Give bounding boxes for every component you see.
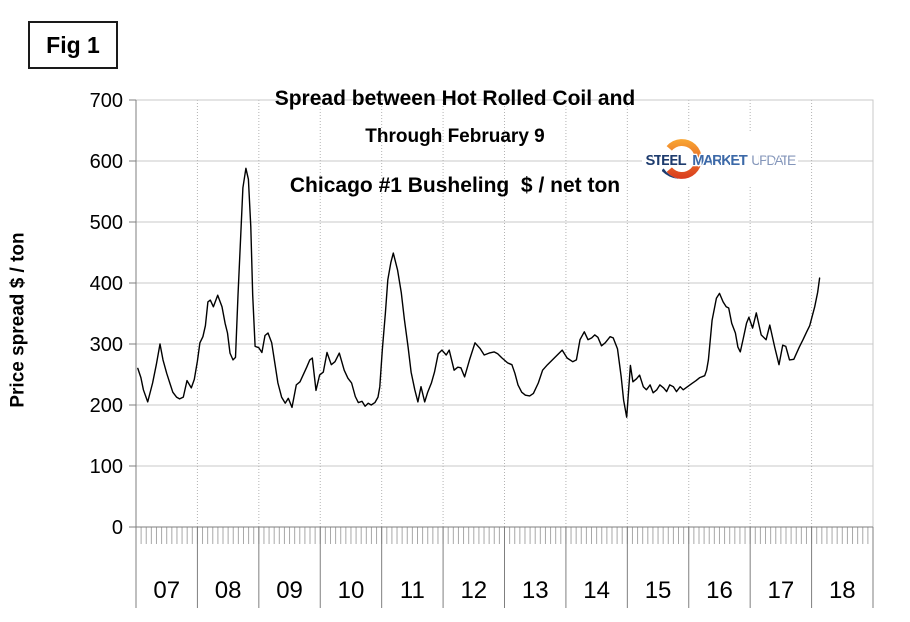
x-year-label: 07	[153, 577, 180, 604]
x-year-label: 17	[768, 577, 795, 604]
x-year-label: 09	[276, 577, 303, 604]
x-year-label: 18	[829, 577, 856, 604]
y-tick-label: 200	[90, 395, 123, 417]
y-tick-label: 600	[90, 151, 123, 173]
y-tick-label: 500	[90, 212, 123, 234]
chart-title: Spread between Hot Rolled Coil and Chica…	[160, 26, 750, 258]
x-year-label: 10	[338, 577, 365, 604]
x-year-label: 13	[522, 577, 549, 604]
smu-crescent-icon	[661, 139, 702, 179]
x-year-label: 16	[706, 577, 733, 604]
y-axis-title-wrap: Price spread $ / ton	[2, 195, 36, 445]
chart-title-line2: Chicago #1 Busheling $ / net ton	[289, 174, 621, 197]
smu-logo-graphic: STEEL MARKET UPDATE	[644, 139, 798, 179]
x-year-label: 08	[215, 577, 242, 604]
smu-logo: STEEL MARKET UPDATE	[642, 133, 798, 185]
logo-word-update: UPDATE	[751, 152, 796, 168]
logo-word-market: MARKET	[692, 153, 747, 169]
y-tick-label: 100	[90, 456, 123, 478]
fig-label-box: Fig 1	[28, 21, 118, 69]
y-tick-label: 300	[90, 334, 123, 356]
x-year-label: 12	[460, 577, 487, 604]
x-year-label: 14	[583, 577, 610, 604]
chart-subtitle: Through February 9	[365, 126, 545, 147]
y-tick-label: 400	[90, 273, 123, 295]
y-tick-label: 700	[90, 90, 123, 112]
logo-word-steel: STEEL	[645, 153, 687, 169]
chart-title-line1: Spread between Hot Rolled Coil and	[274, 87, 636, 110]
x-year-label: 11	[400, 577, 425, 604]
y-tick-label: 0	[112, 517, 123, 539]
fig-label: Fig 1	[46, 31, 100, 58]
x-year-label: 15	[645, 577, 672, 604]
y-axis-title: Price spread $ / ton	[8, 232, 30, 408]
spread-series-line	[137, 167, 821, 418]
